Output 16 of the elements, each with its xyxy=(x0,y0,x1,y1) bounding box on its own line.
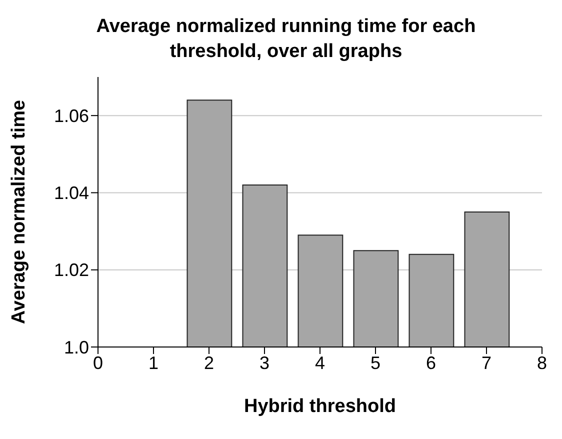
y-tick-label: 1.02 xyxy=(54,260,89,280)
x-tick-label: 4 xyxy=(314,352,326,373)
chart-title: Average normalized running time for each threshold, over all graphs xyxy=(95,15,477,64)
y-tick-label: 1.0 xyxy=(64,337,89,358)
y-axis-title: Average normalized time xyxy=(8,100,30,324)
y-tick-label: 1.06 xyxy=(54,106,89,126)
x-tick-label: 3 xyxy=(259,352,270,373)
x-tick-label: 7 xyxy=(481,352,492,373)
x-tick-label: 2 xyxy=(204,352,214,373)
x-tick-label: 1 xyxy=(148,352,159,373)
x-tick-label: 8 xyxy=(536,352,548,373)
x-tick-label: 6 xyxy=(426,352,436,373)
x-axis-title: Hybrid threshold xyxy=(244,396,396,417)
y-tick-label: 1.04 xyxy=(54,183,89,204)
x-tick-label: 5 xyxy=(370,352,381,373)
x-tick-label: 0 xyxy=(92,352,104,373)
